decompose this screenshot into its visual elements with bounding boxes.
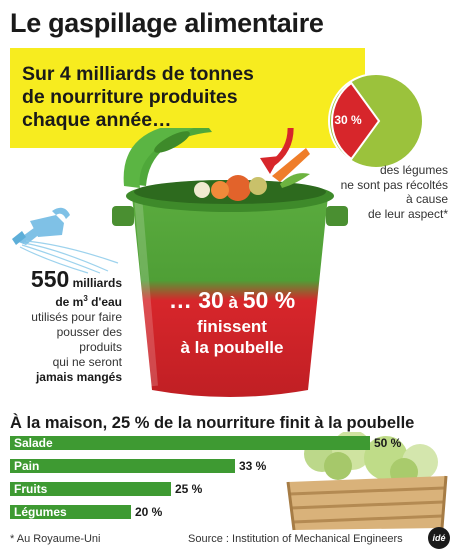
watering-can-icon <box>12 207 119 274</box>
pie-30-slice <box>331 81 381 161</box>
bar-category-label: Fruits <box>14 482 48 496</box>
page-title: Le gaspillage alimentaire <box>10 8 324 38</box>
headline-line-1: Sur 4 milliards de tonnes <box>22 63 254 85</box>
section-title: À la maison, 25 % de la nourriture finit… <box>10 414 415 432</box>
pie-caption-line: des légumes <box>379 163 448 177</box>
bin-line-2: finissent <box>197 317 267 336</box>
vegetables-pie-chart: 30 % <box>328 73 424 169</box>
bin-mid: à <box>223 293 243 312</box>
bar-value-label: 33 % <box>239 459 267 473</box>
pie-percent-label: 30 % <box>334 113 362 127</box>
bar-value-label: 20 % <box>135 505 163 519</box>
water-superscript: 3 <box>83 294 88 303</box>
bar <box>10 459 235 473</box>
bar-category-label: Pain <box>14 459 40 473</box>
bar-category-label: Salade <box>14 436 53 450</box>
bar <box>10 505 131 519</box>
headline-line-3: chaque année… <box>22 109 172 131</box>
pie-caption: des légumes ne sont pas récoltés à cause… <box>330 163 448 221</box>
bin-to: 50 % <box>242 287 296 313</box>
water-number: 550 <box>30 266 70 292</box>
pie-caption-line: ne sont pas récoltés <box>340 177 448 192</box>
footnote: * Au Royaume-Uni <box>10 533 101 545</box>
bar-row: Pain 33 % <box>10 459 273 473</box>
bar-category-label: Légumes <box>14 505 67 519</box>
bin-from: 30 <box>198 287 224 313</box>
bar <box>10 482 171 496</box>
water-line-2b: d'eau <box>87 295 122 309</box>
vegetable-crate-illustration <box>286 432 448 531</box>
bar-row: Salade 50 % <box>10 436 408 450</box>
bar-value-label: 25 % <box>175 482 203 496</box>
trash-bin-illustration <box>112 128 348 397</box>
headline: Sur 4 milliards de tonnes de nourriture … <box>22 63 322 132</box>
bar <box>10 436 370 450</box>
bar-row: Légumes 20 % <box>10 505 169 519</box>
water-unit: milliards <box>72 276 122 290</box>
water-line-5: qui ne seront <box>52 355 122 369</box>
water-line-4: pousser des produits <box>56 325 122 354</box>
headline-line-2: de nourriture produites <box>22 86 238 108</box>
source: Source : Institution of Mechanical Engin… <box>188 533 403 545</box>
bin-text: … 30 à 50 % finissent à la poubelle <box>152 287 312 358</box>
bin-prefix: … <box>168 287 199 313</box>
bar-row: Fruits 25 % <box>10 482 209 496</box>
pie-caption-line: de leur aspect* <box>367 206 448 221</box>
bar-value-label: 50 % <box>374 436 402 450</box>
pie-caption-line: à cause <box>405 192 448 206</box>
water-line-2: de m <box>55 295 84 309</box>
publisher-logo: idé <box>428 527 450 549</box>
bin-line-3: à la poubelle <box>180 338 284 357</box>
water-line-6: jamais mangés <box>35 370 122 384</box>
water-line-3: utilisés pour faire <box>31 310 122 324</box>
water-caption: 550 milliards de m3 d'eau utilisés pour … <box>12 268 122 385</box>
